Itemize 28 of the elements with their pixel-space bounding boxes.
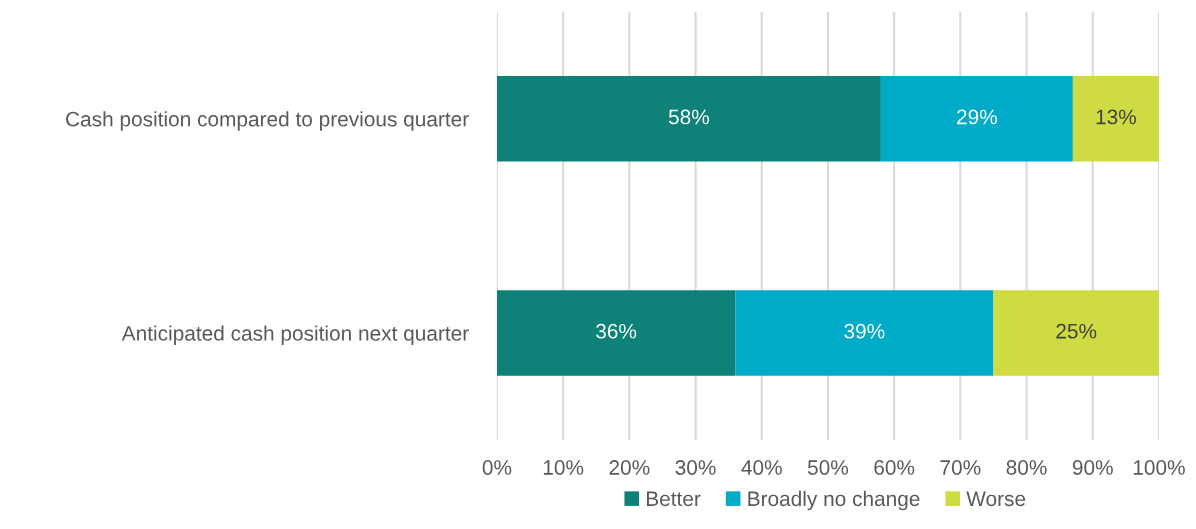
x-tick-label: 80% [1006, 460, 1047, 475]
x-tick-label: 90% [1072, 460, 1113, 475]
data-label: 39% [844, 323, 885, 339]
x-tick-label: 100% [1133, 460, 1185, 475]
x-tick-label: 0% [482, 460, 512, 475]
bar [735, 290, 994, 376]
x-tick-label: 20% [609, 460, 650, 475]
legend-label: Worse [966, 491, 1026, 507]
y-tick-label: Anticipated cash position next quarter [121, 325, 469, 345]
bar [993, 290, 1159, 376]
data-label: 36% [596, 323, 637, 339]
data-label: 58% [668, 109, 710, 125]
bar [496, 290, 736, 376]
data-label: 13% [1096, 109, 1136, 125]
x-tick-label: 10% [543, 460, 584, 475]
bar [496, 75, 881, 162]
x-tick-label: 30% [675, 460, 716, 475]
data-label: 25% [1056, 323, 1097, 339]
x-tick-label: 60% [874, 460, 915, 475]
x-tick-label: 70% [940, 460, 981, 475]
y-tick-label: Cash position compared to previous quarter [66, 111, 469, 131]
bar [880, 75, 1073, 162]
legend-label: Broadly no change [748, 490, 920, 511]
x-tick-label: 50% [807, 460, 849, 475]
legend-label: Better [646, 491, 701, 507]
x-tick-label: 40% [741, 460, 782, 475]
bar [1072, 75, 1159, 162]
data-label: 29% [957, 109, 997, 125]
